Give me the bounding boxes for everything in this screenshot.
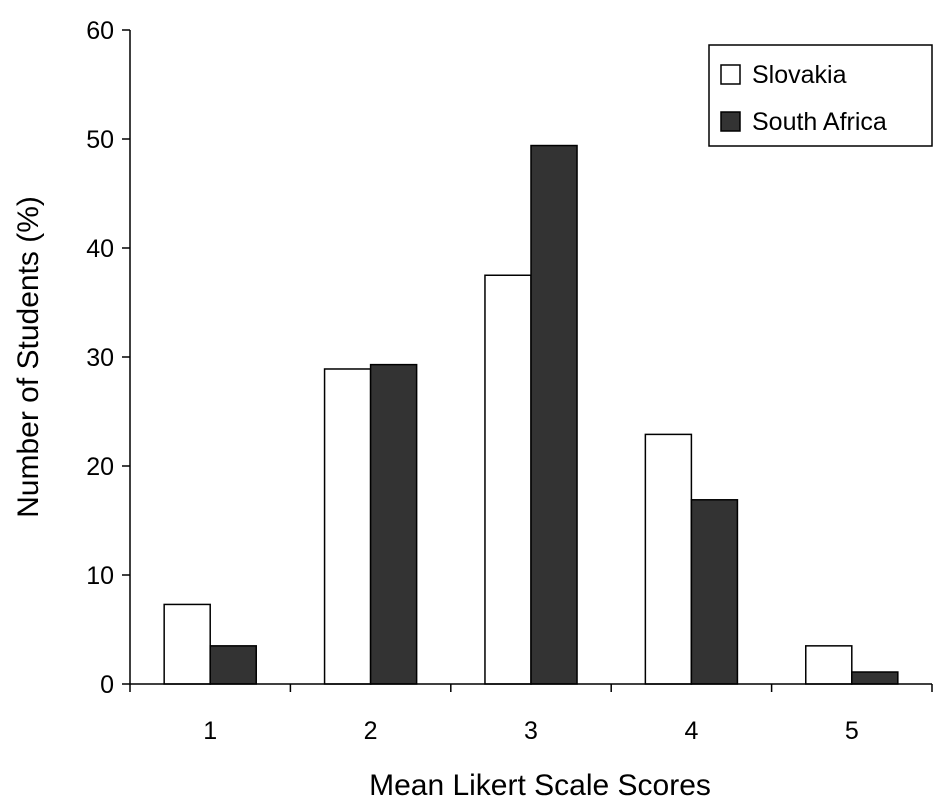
bar-slovakia <box>484 274 532 685</box>
legend-swatch-south-africa <box>720 111 741 132</box>
bar-slovakia <box>644 433 693 685</box>
y-tick-label: 50 <box>86 126 114 154</box>
x-axis-title: Mean Likert Scale Scores <box>369 769 711 802</box>
bar-south-africa <box>851 671 899 685</box>
legend-label-slovakia: Slovakia <box>752 61 847 89</box>
y-tick-label: 60 <box>86 17 114 45</box>
bar-south-africa <box>530 144 578 685</box>
bar-south-africa <box>209 645 257 685</box>
bar-slovakia <box>805 645 853 685</box>
legend-box <box>708 44 933 147</box>
y-tick-label: 10 <box>86 562 114 590</box>
y-tick-label: 40 <box>86 235 114 263</box>
y-tick-label: 30 <box>86 344 114 372</box>
x-tick-label: 5 <box>845 717 859 745</box>
x-tick-label: 3 <box>524 717 538 745</box>
x-axis: 1 2 3 4 5 <box>129 683 933 745</box>
bar-slovakia <box>163 603 211 685</box>
y-tick-label: 20 <box>86 453 114 481</box>
legend-swatch-slovakia <box>720 64 741 85</box>
bar-south-africa <box>690 499 739 685</box>
x-tick-label: 1 <box>203 717 217 745</box>
legend-label-south-africa: South Africa <box>752 108 887 136</box>
x-tick-label: 4 <box>684 717 698 745</box>
y-axis: 0 10 20 30 40 50 60 <box>86 17 131 699</box>
y-tick-label: 0 <box>100 671 114 699</box>
y-axis-title: Number of Students (%) <box>12 196 45 518</box>
legend: Slovakia South Africa <box>708 44 933 147</box>
bar-south-africa <box>369 363 418 685</box>
bar-slovakia <box>323 368 372 685</box>
x-tick-label: 2 <box>364 717 378 745</box>
bars-group <box>163 144 899 685</box>
